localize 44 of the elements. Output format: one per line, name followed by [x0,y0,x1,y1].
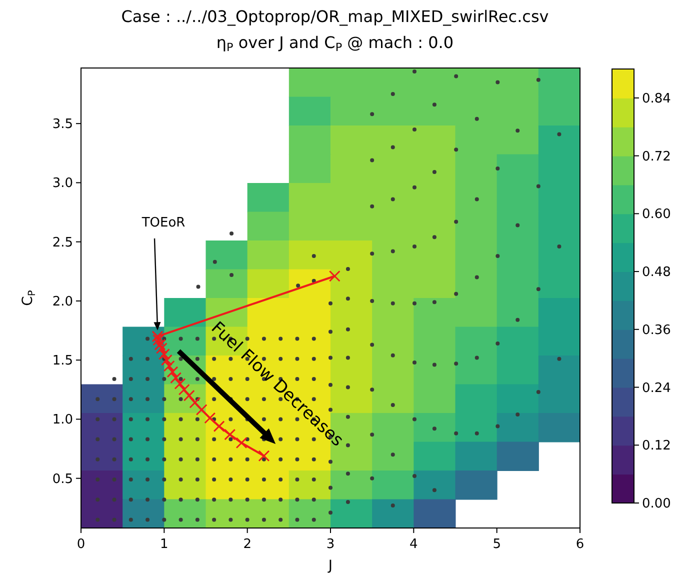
y-tick-label: 1.0 [52,412,73,428]
point [328,270,340,282]
point [204,412,216,424]
x-tick-label: 1 [160,537,168,552]
point [196,404,208,416]
x-tick-label: 5 [492,537,501,552]
point [160,354,172,366]
x-tick-label: 6 [576,537,584,552]
y-tick-label: 3.0 [52,176,73,192]
point [166,366,178,378]
y-tick-label: 2.5 [52,235,73,250]
color-bar-label: 0.84 [642,91,671,106]
x-tick-label: 2 [243,537,252,552]
x-tick-label: 3 [326,537,335,552]
color-bar-label: 0.72 [642,149,671,164]
color-bar-label: 0.48 [642,265,671,280]
point [236,437,248,449]
point [156,342,168,354]
color-bar-label: 0.24 [642,380,671,396]
y-tick-label: 2.0 [52,294,73,310]
color-bar-label: 0.12 [642,438,671,454]
chart-title: Case : ../../03_Optoprop/OR_map_MIXED_swirlRec.csv [121,7,549,26]
point [152,334,164,346]
point [154,338,166,350]
y-tick-label: 3.5 [52,117,73,132]
x-axis-title: J [327,558,333,574]
y-tick-label: 1.5 [52,354,73,369]
chart-subtitle: η$_{P}$ over J and C$_{P}$ @ mach : 0.0 [216,33,454,54]
color-bar-label: 0.36 [642,322,671,338]
point [178,384,190,396]
point [174,378,186,390]
point [213,420,225,432]
point [170,372,182,384]
x-tick-label: 0 [76,537,86,552]
x-tick-label: 4 [410,537,418,552]
point [189,396,201,408]
y-tick-label: 0.5 [52,472,73,487]
point [163,360,175,372]
color-bar-label: 0.00 [642,496,671,512]
color-bar-label: 0.60 [642,207,671,222]
point [152,330,164,342]
point [158,348,170,360]
point [224,428,236,440]
annotation: TOEoR [140,215,186,230]
